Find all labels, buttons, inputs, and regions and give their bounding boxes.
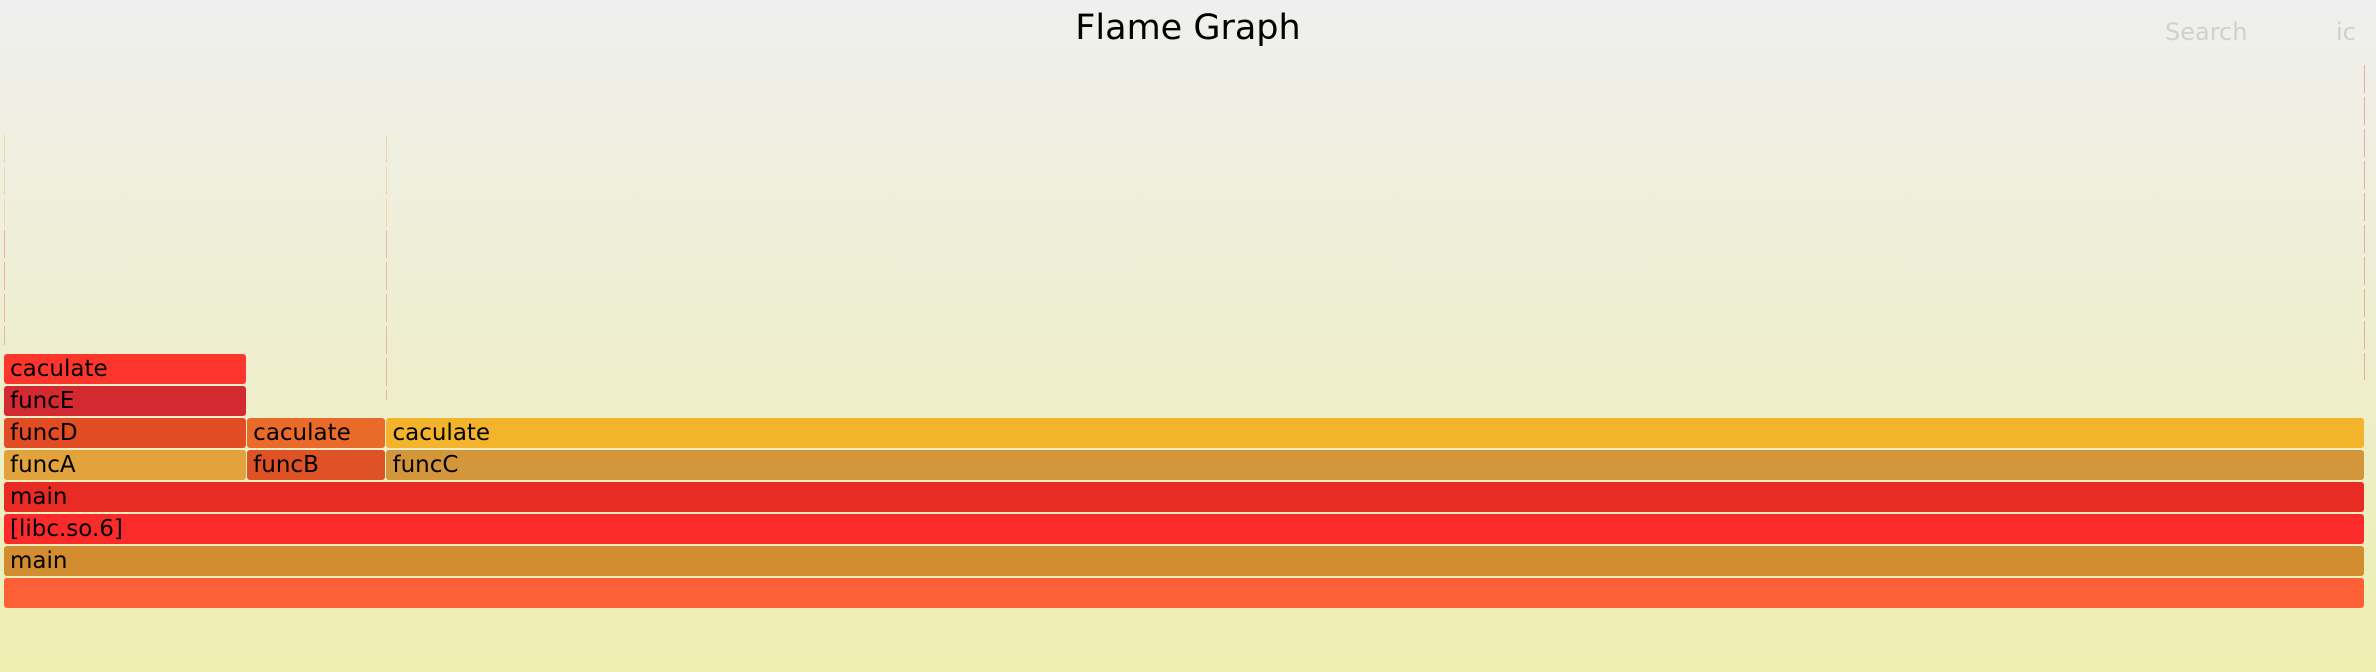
search-button[interactable]: Search [2165, 18, 2248, 46]
narrow-frame[interactable] [4, 135, 5, 230]
chart-title: Flame Graph [1075, 8, 1301, 48]
narrow-frame[interactable] [2364, 65, 2365, 380]
flame-frame[interactable]: funcA [4, 450, 247, 480]
flame-frame[interactable]: [libc.so.6] [4, 514, 2364, 544]
narrow-frame[interactable] [386, 230, 387, 400]
flame-frame[interactable]: funcB [247, 450, 386, 480]
flame-frame[interactable] [4, 578, 2364, 608]
narrow-frame[interactable] [386, 135, 387, 230]
ignore-case-toggle[interactable]: ic [2336, 18, 2356, 46]
flame-frame[interactable]: caculate [4, 354, 247, 384]
flame-frame[interactable]: main [4, 482, 2364, 512]
flame-frame[interactable]: funcC [386, 450, 2364, 480]
flame-frame[interactable]: funcD [4, 418, 247, 448]
narrow-frame[interactable] [4, 230, 5, 345]
flame-frame[interactable]: caculate [247, 418, 386, 448]
flame-frame[interactable]: main [4, 546, 2364, 576]
flame-frame[interactable]: caculate [386, 418, 2364, 448]
flame-frame[interactable]: funcE [4, 386, 247, 416]
